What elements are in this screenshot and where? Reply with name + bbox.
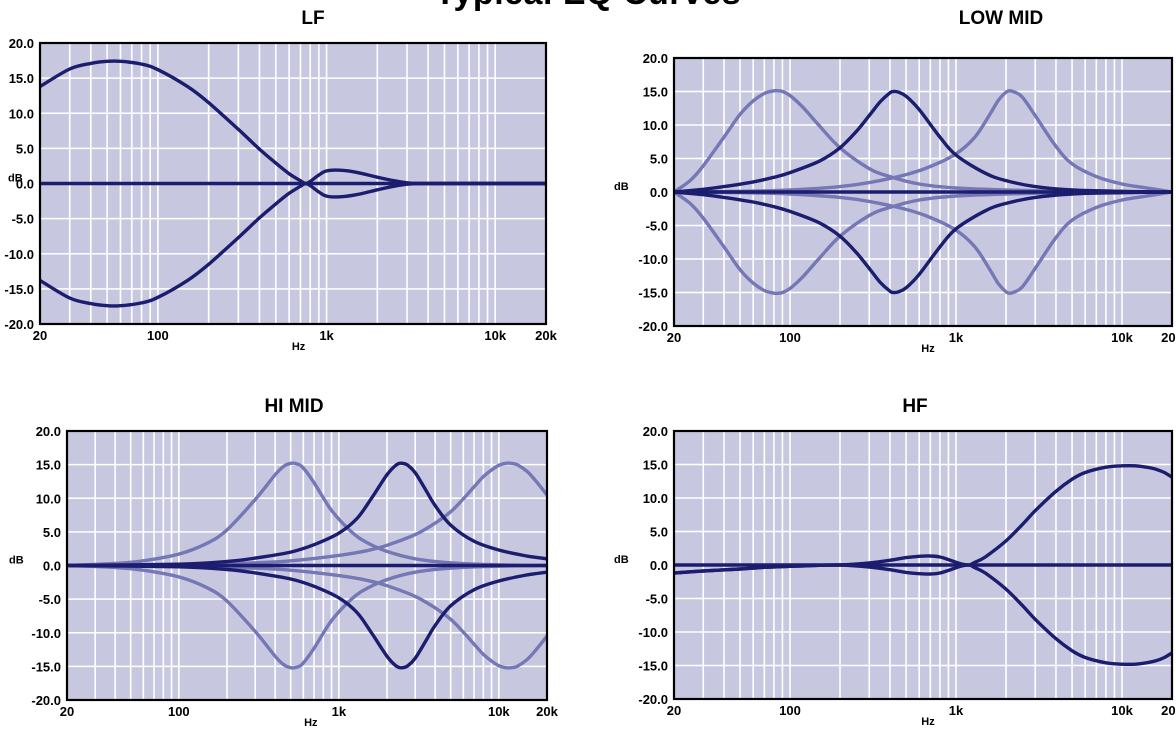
series-group (674, 463, 1172, 667)
x-axis-label: Hz (304, 717, 318, 729)
y-tick-label: -15.0 (31, 659, 61, 674)
y-tick-label: -20.0 (638, 319, 668, 334)
eq-curve-light-0 (67, 461, 547, 568)
y-tick-label: 10.0 (9, 106, 34, 121)
y-tick-label: 5.0 (650, 525, 668, 540)
y-tick-label: -5.0 (646, 219, 668, 234)
chart-low-mid: LOW MID 20.0 15.0 10.0 5.0 0.0 -5.0 -10.0 -15.0 -… (614, 8, 1176, 355)
y-tick-label: 15.0 (9, 71, 34, 86)
x-tick-label: 10k (1111, 703, 1133, 718)
y-tick-label: 10.0 (643, 491, 668, 506)
x-tick-label: 100 (168, 704, 190, 719)
eq-curve-light-5 (67, 563, 547, 670)
eq-curve-light-4 (674, 89, 1172, 194)
x-axis-label: Hz (921, 716, 935, 728)
x-tick-label: 20k (1161, 703, 1176, 718)
eq-curve-dark-3 (67, 563, 547, 670)
x-tick-label: 20 (60, 704, 74, 719)
eq-curve-dark-0 (40, 59, 546, 186)
eq-curve-light-5 (674, 190, 1172, 295)
chart-lf: LF20.015.010.05.00.0-5.0-10.0-15.0-20.02… (4, 8, 557, 353)
x-tick-label: 1k (332, 704, 347, 719)
plot-frame (38, 41, 548, 326)
horizontal-gridlines (67, 463, 547, 668)
x-tick-label: 10k (1111, 330, 1133, 345)
x-tick-label: 20 (667, 703, 681, 718)
y-tick-label: -5.0 (12, 212, 34, 227)
chart-hf: HF20.015.010.05.00.0-5.0-10.0-15.0-20.02… (614, 396, 1176, 728)
eq-curve-dark-2 (67, 461, 547, 568)
x-tick-label: 20k (535, 328, 557, 343)
y-tick-label: 10.0 (36, 491, 61, 506)
series-group (67, 461, 547, 670)
y-axis-label: dB (8, 173, 23, 185)
eq-curve-light-4 (67, 461, 547, 568)
y-tick-label: 20.0 (643, 51, 668, 66)
x-tick-label: 20 (33, 328, 47, 343)
x-tick-label: 20k (1161, 330, 1176, 345)
series-group (674, 88, 1172, 296)
x-axis-label: Hz (921, 343, 935, 355)
x-tick-label: 10k (488, 704, 510, 719)
y-tick-label: -5.0 (646, 592, 668, 607)
eq-curve-light-0 (674, 88, 1172, 194)
y-axis-label: dB (614, 181, 629, 193)
y-tick-label: 15.0 (643, 458, 668, 473)
x-tick-label: 1k (949, 703, 964, 718)
horizontal-gridlines (40, 77, 546, 290)
y-tick-label: -20.0 (4, 317, 34, 332)
y-tick-label: 15.0 (643, 85, 668, 100)
series-group (40, 59, 546, 308)
y-tick-label: 0.0 (650, 558, 668, 573)
y-tick-label: -10.0 (4, 247, 34, 262)
x-tick-label: 100 (779, 703, 801, 718)
y-tick-label: -10.0 (638, 252, 668, 267)
chart-title: HF (902, 396, 927, 417)
x-tick-label: 100 (147, 328, 169, 343)
eq-curve-dark-1 (40, 181, 546, 308)
y-tick-label: 20.0 (643, 424, 668, 439)
chart-hi-mid: HI MID 20.0 15.0 10.0 5.0 0.0 -5.0 -10.0 -15.0 -2… (9, 396, 559, 729)
x-tick-label: 1k (949, 330, 964, 345)
x-tick-label: 10k (484, 328, 506, 343)
y-tick-label: 15.0 (36, 458, 61, 473)
plot-frame (672, 429, 1174, 701)
chart-title: LOW MID (959, 8, 1043, 29)
y-tick-label: -15.0 (638, 286, 668, 301)
y-tick-label: -5.0 (39, 592, 61, 607)
y-tick-label: 0.0 (16, 177, 34, 192)
plot-frame (672, 56, 1174, 328)
horizontal-gridlines (674, 90, 1172, 294)
y-tick-label: 0.0 (43, 559, 61, 574)
x-tick-label: 1k (319, 328, 334, 343)
y-axis-label: dB (614, 554, 629, 566)
chart-title: LF (301, 8, 324, 29)
eq-curve-light-1 (674, 190, 1172, 296)
y-tick-label: -20.0 (31, 693, 61, 708)
x-tick-label: 100 (779, 330, 801, 345)
y-tick-label: 10.0 (643, 118, 668, 133)
y-tick-label: -20.0 (638, 692, 668, 707)
x-tick-label: 20 (667, 330, 681, 345)
eq-curve-dark-2 (674, 89, 1172, 194)
plot-frame (65, 429, 549, 702)
eq-curve-light-1 (67, 563, 547, 670)
y-tick-label: 5.0 (43, 525, 61, 540)
y-axis-label: dB (9, 555, 24, 567)
y-tick-label: -15.0 (638, 659, 668, 674)
y-tick-label: 5.0 (16, 141, 34, 156)
y-tick-label: 5.0 (650, 152, 668, 167)
y-tick-label: -10.0 (638, 625, 668, 640)
x-axis-label: Hz (292, 341, 306, 353)
figure-title: Typical EQ Curves (0, 0, 1176, 13)
chart-title: HI MID (264, 396, 323, 417)
y-tick-label: -15.0 (4, 282, 34, 297)
y-tick-label: 20.0 (36, 424, 61, 439)
eq-curve-dark-3 (674, 190, 1172, 295)
x-tick-label: 20k (536, 704, 558, 719)
y-tick-label: -10.0 (31, 626, 61, 641)
y-tick-label: 0.0 (650, 185, 668, 200)
y-tick-label: 20.0 (9, 36, 34, 51)
